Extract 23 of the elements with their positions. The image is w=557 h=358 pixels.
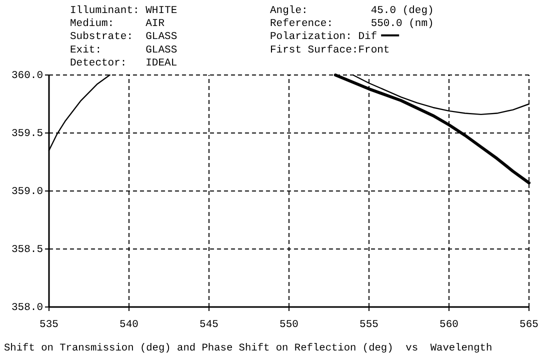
text: First Surface:Front xyxy=(270,44,390,56)
x-tick-label: 540 xyxy=(120,318,138,331)
y-tick-label: 358.0 xyxy=(11,302,43,314)
text: Substrate: GLASS xyxy=(70,31,178,44)
text: Reference: 550.0 (nm) xyxy=(270,18,434,30)
x-tick-label: 555 xyxy=(360,318,378,331)
x-tick-label: 560 xyxy=(440,318,458,331)
x-axis-title: Shift on Transmission (deg) and Phase Shift on Reflection (deg) vs Wavelength xyxy=(4,342,492,355)
text: Exit: GLASS xyxy=(70,44,178,56)
y-tick-label: 360.0 xyxy=(11,70,43,82)
y-tick-label: 359.5 xyxy=(11,128,43,140)
text: Detector: IDEAL xyxy=(70,58,178,70)
x-tick-label: 545 xyxy=(200,318,218,331)
text: Medium: AIR xyxy=(70,18,166,30)
text: Illuminant: WHITE xyxy=(70,4,178,17)
y-tick-label: 358.5 xyxy=(11,244,43,256)
y-tick-label: 359.0 xyxy=(11,186,43,198)
x-tick-label: 565 xyxy=(520,318,538,331)
text: Angle: 45.0 (deg) xyxy=(270,4,434,17)
legend-title: Polarization: xyxy=(270,31,352,44)
x-tick-label: 550 xyxy=(280,318,298,331)
x-tick-label: 535 xyxy=(40,318,58,331)
legend-label: Dif xyxy=(358,31,378,44)
